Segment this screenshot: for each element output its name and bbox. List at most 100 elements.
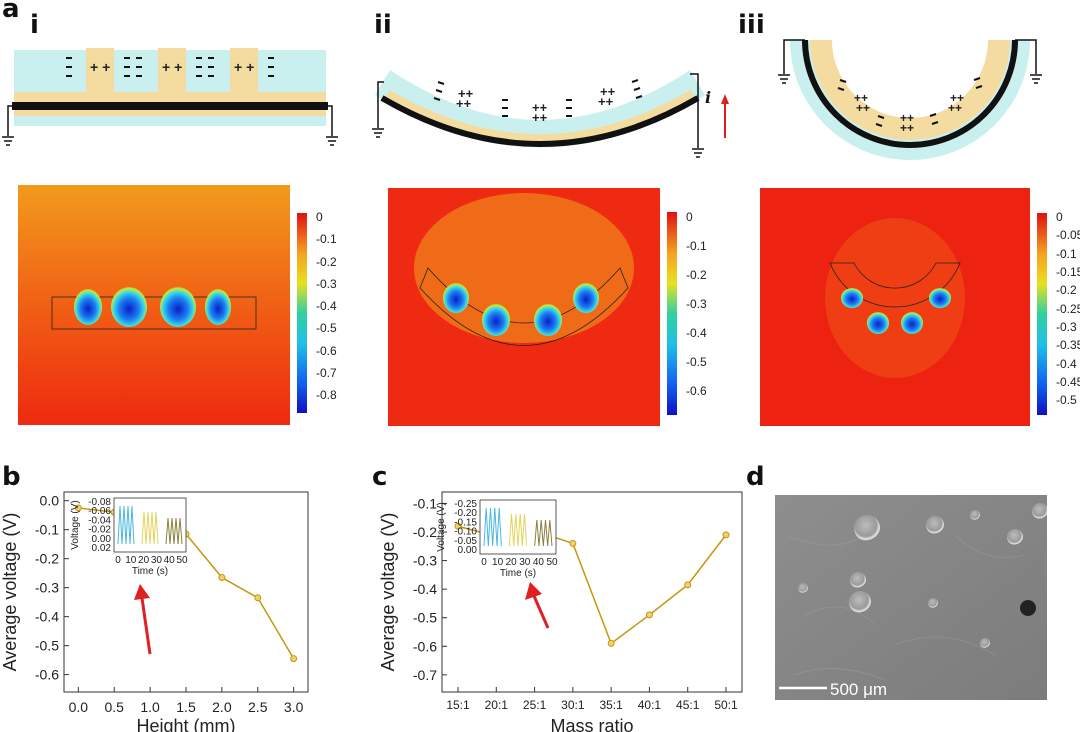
- y-axis-label: Average voltage (V): [0, 513, 20, 672]
- colorbar-tick: -0.3: [316, 276, 337, 291]
- colorbar-tick: 0: [686, 209, 693, 224]
- colorbar-tick: -0.1: [686, 238, 707, 253]
- subpanel-label-ii: ii: [374, 10, 392, 40]
- data-point: [454, 522, 462, 530]
- xtick-label: 25:1: [523, 698, 547, 712]
- colorbar-bent: [667, 212, 677, 415]
- svg-text:++: ++: [600, 84, 616, 99]
- xtick-label: 1.5: [176, 699, 196, 715]
- xtick-label: 40:1: [638, 698, 662, 712]
- ytick-label: -0.2: [35, 551, 59, 567]
- data-point: [684, 581, 692, 589]
- inset-ytick: -0.02: [88, 525, 111, 536]
- inset-ytick: -0.20: [454, 508, 477, 519]
- colorbar-tick: -0.7: [316, 365, 337, 380]
- potential-map-flat: [18, 185, 290, 425]
- colorbar-flat: [297, 213, 307, 413]
- ytick-label: -0.4: [413, 581, 437, 597]
- highlight-arrowhead: [525, 582, 542, 600]
- data-point: [74, 504, 82, 512]
- data-point: [607, 639, 615, 647]
- data-point: [722, 531, 730, 539]
- ytick-label: -0.1: [413, 495, 437, 511]
- svg-text:++: ++: [854, 91, 868, 105]
- chart-massratio-voltage: -0.7 -0.6 -0.5 -0.4 -0.3 -0.2 -0.1 15:1 20:1 25:1…: [378, 491, 743, 732]
- inset-xlabel: Time (s): [132, 566, 168, 577]
- inset-xtick: 30: [519, 557, 531, 568]
- ytick-label: -0.5: [35, 638, 59, 654]
- subpanel-label-i: i: [30, 10, 39, 40]
- svg-text:+ +: + +: [162, 59, 182, 75]
- inset-xtick: 40: [533, 557, 545, 568]
- inset-xtick: 50: [546, 557, 558, 568]
- colorbar-tick: -0.5: [316, 321, 337, 336]
- colorbar-tick: -0.6: [316, 343, 337, 358]
- x-axis-label: Mass ratio: [550, 716, 633, 732]
- colorbar-tick: -0.6: [686, 383, 707, 398]
- colorbar-tick: -0.2: [1056, 283, 1077, 298]
- plot-frame: [441, 491, 743, 693]
- ytick-label: -0.4: [35, 609, 59, 625]
- colorbar-tick: -0.2: [686, 267, 707, 282]
- highlight-arrow: [532, 595, 550, 629]
- panel-label-b: b: [2, 462, 21, 492]
- inset-ytick: -0.05: [454, 536, 477, 547]
- colorbar-tick: -0.4: [1056, 356, 1077, 371]
- svg-text:+ +: + +: [90, 59, 110, 75]
- colorbar-tick: -0.8: [316, 388, 337, 402]
- colorbar-tick: -0.4: [316, 299, 337, 314]
- data-point: [290, 655, 298, 663]
- svg-text:++: ++: [598, 94, 614, 109]
- colorbar-folded: [1037, 213, 1047, 415]
- y-axis-label: Average voltage (V): [378, 513, 398, 672]
- schematic-bent: ++++ ++++ ++++: [372, 70, 729, 158]
- ytick-label: -0.6: [35, 667, 59, 683]
- inset-ytick: 0.02: [92, 543, 112, 554]
- inset-xtick: 40: [164, 555, 176, 566]
- colorbar-tick: -0.35: [1056, 338, 1080, 353]
- xtick-label: 45:1: [676, 698, 700, 712]
- schematic-flat: + + + + + +: [2, 48, 338, 146]
- svg-text:++: ++: [456, 96, 472, 111]
- xtick-label: 20:1: [485, 698, 509, 712]
- ytick-label: -0.7: [413, 667, 437, 683]
- potential-map-folded: [760, 188, 1030, 426]
- data-point: [645, 611, 653, 619]
- data-point: [569, 539, 577, 547]
- colorbar-tick: -0.5: [1056, 393, 1077, 408]
- sem-scalebar-label: 500 μm: [830, 680, 888, 699]
- svg-text:++: ++: [532, 100, 548, 115]
- xtick-label: 35:1: [599, 698, 623, 712]
- inset-ytick: -0.06: [88, 506, 111, 517]
- svg-text:++: ++: [900, 111, 914, 125]
- data-point: [218, 574, 226, 582]
- svg-text:+ +: + +: [234, 59, 254, 75]
- data-point: [254, 594, 262, 602]
- x-axis-label: Height (mm): [136, 716, 235, 732]
- inset-signal: [117, 505, 135, 545]
- panel-label-a: a: [2, 0, 20, 24]
- colorbar-tick: -0.5: [686, 354, 707, 369]
- inset-xtick: 20: [138, 555, 150, 566]
- colorbar-tick: -0.45: [1056, 375, 1080, 390]
- inset-ytick: -0.15: [454, 517, 477, 528]
- chart-height-voltage: 0.0 -0.1 -0.2 -0.3 -0.4 -0.5 -0.6 0.0 0.5 1.0 1.5 2…: [0, 491, 309, 732]
- inset-xtick: 0: [115, 555, 121, 566]
- inset-ytick: -0.25: [454, 499, 477, 510]
- inset-signal: [165, 517, 183, 545]
- colorbar-tick: 0: [316, 210, 323, 225]
- svg-text:++: ++: [950, 91, 964, 105]
- xtick-label: 15:1: [446, 698, 470, 712]
- ytick-label: 0.0: [40, 493, 60, 509]
- inset-xtick: 10: [125, 555, 137, 566]
- ytick-label: -0.5: [413, 610, 437, 626]
- ytick-label: -0.1: [35, 522, 59, 538]
- inset-ylabel: Voltage (V): [70, 500, 81, 549]
- colorbar-tick: -0.3: [686, 296, 707, 311]
- xtick-label: 50:1: [714, 698, 738, 712]
- inset-ytick: -0.08: [88, 497, 111, 508]
- inset-xlabel: Time (s): [500, 568, 536, 579]
- colorbar-tick: -0.3: [1056, 320, 1077, 335]
- inset-ytick: 0.00: [92, 534, 112, 545]
- highlight-arrow: [140, 597, 152, 655]
